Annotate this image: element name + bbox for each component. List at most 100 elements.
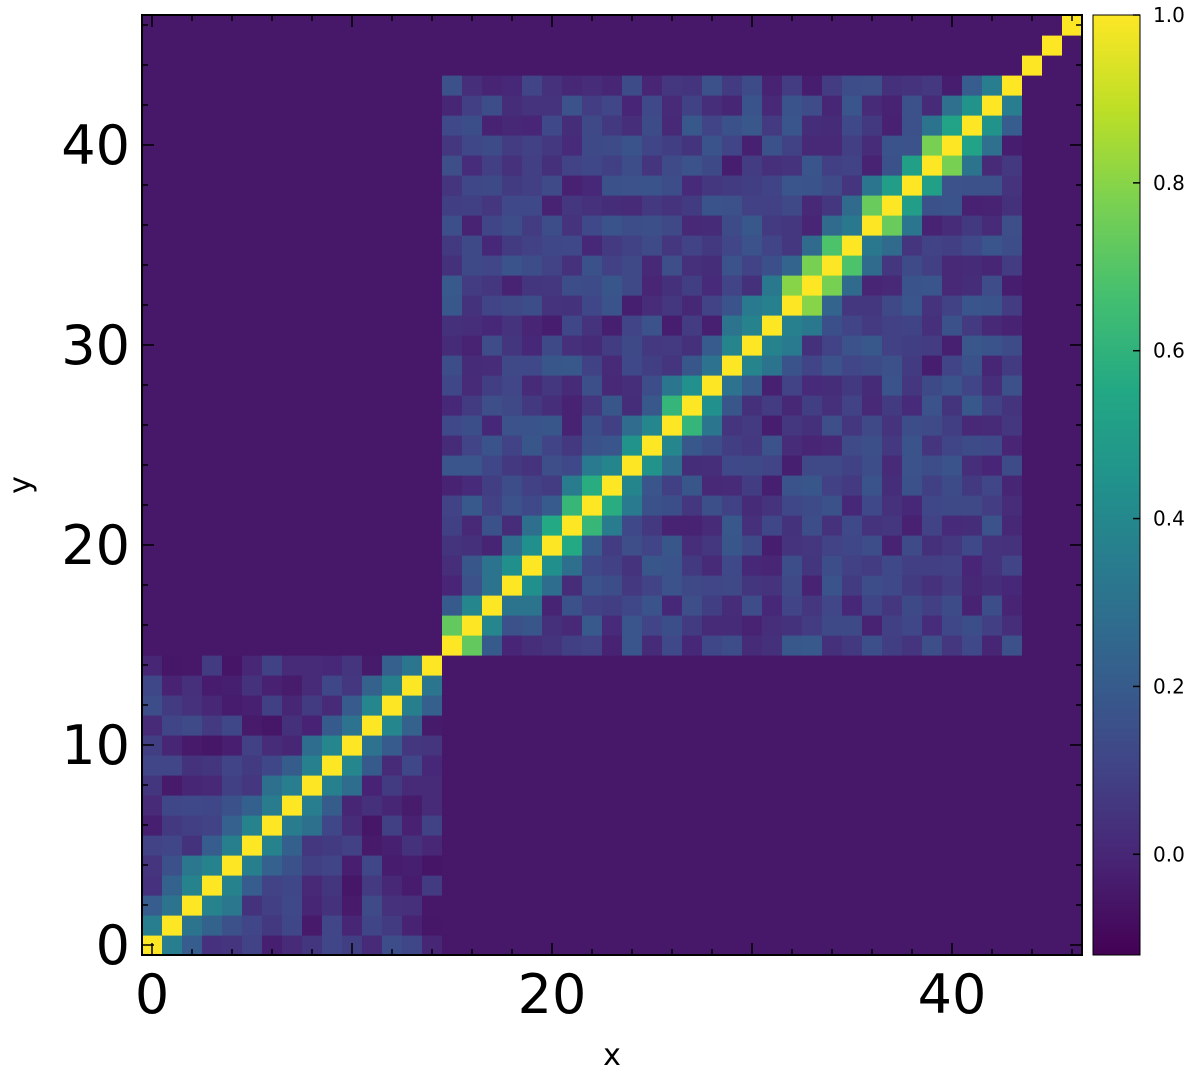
heatmap-cell bbox=[962, 915, 983, 936]
heatmap-cell bbox=[1062, 155, 1083, 176]
heatmap-cell bbox=[862, 635, 883, 656]
heatmap-cell bbox=[1042, 635, 1063, 656]
heatmap-cell bbox=[582, 435, 603, 456]
heatmap-cell bbox=[362, 375, 383, 396]
heatmap-cell bbox=[542, 675, 563, 696]
heatmap-cell bbox=[1002, 95, 1023, 116]
heatmap-cell bbox=[742, 255, 763, 276]
heatmap-cell bbox=[722, 95, 743, 116]
heatmap-cell bbox=[1022, 535, 1043, 556]
heatmap-cell bbox=[962, 595, 983, 616]
heatmap-cell bbox=[842, 555, 863, 576]
heatmap-cell bbox=[542, 95, 563, 116]
heatmap-cell bbox=[242, 515, 263, 536]
heatmap-cell bbox=[162, 415, 183, 436]
heatmap-cell bbox=[682, 755, 703, 776]
heatmap-cell bbox=[362, 835, 383, 856]
heatmap-cell bbox=[662, 115, 683, 136]
heatmap-cell bbox=[1042, 435, 1063, 456]
heatmap-cell bbox=[1042, 615, 1063, 636]
heatmap-cell bbox=[462, 375, 483, 396]
heatmap-cell bbox=[702, 15, 723, 36]
heatmap-cell bbox=[302, 935, 323, 956]
heatmap-cell bbox=[222, 895, 243, 916]
heatmap-cell bbox=[822, 415, 843, 436]
heatmap-cell bbox=[782, 755, 803, 776]
heatmap-cell bbox=[822, 555, 843, 576]
heatmap-cell bbox=[982, 55, 1003, 76]
heatmap-cell bbox=[422, 895, 443, 916]
heatmap-cell bbox=[722, 795, 743, 816]
heatmap-cell bbox=[682, 155, 703, 176]
heatmap-cell bbox=[242, 775, 263, 796]
heatmap-cell bbox=[1042, 15, 1063, 36]
heatmap-cell bbox=[362, 875, 383, 896]
heatmap-cell bbox=[1062, 175, 1083, 196]
heatmap-cell bbox=[422, 855, 443, 876]
heatmap-cell bbox=[782, 575, 803, 596]
heatmap-cell bbox=[962, 275, 983, 296]
heatmap-cell bbox=[222, 435, 243, 456]
heatmap-cell bbox=[402, 935, 423, 956]
heatmap-cell bbox=[982, 675, 1003, 696]
heatmap-cell bbox=[582, 115, 603, 136]
heatmap-cell bbox=[422, 535, 443, 556]
heatmap-cell bbox=[822, 655, 843, 676]
heatmap-cell bbox=[922, 255, 943, 276]
heatmap-cell bbox=[922, 855, 943, 876]
heatmap-cell bbox=[362, 335, 383, 356]
heatmap-cell bbox=[342, 515, 363, 536]
heatmap-cell bbox=[882, 135, 903, 156]
heatmap-cell bbox=[442, 775, 463, 796]
heatmap-cell bbox=[642, 755, 663, 776]
heatmap-cell bbox=[682, 695, 703, 716]
heatmap-cell bbox=[242, 835, 263, 856]
heatmap-cell bbox=[162, 335, 183, 356]
heatmap-cell bbox=[322, 175, 343, 196]
heatmap-cell bbox=[202, 455, 223, 476]
heatmap-cell bbox=[682, 215, 703, 236]
heatmap-cell bbox=[342, 855, 363, 876]
heatmap-cell bbox=[262, 595, 283, 616]
heatmap-cell bbox=[162, 675, 183, 696]
heatmap-cell bbox=[242, 875, 263, 896]
heatmap-cell bbox=[322, 775, 343, 796]
heatmap-cell bbox=[842, 315, 863, 336]
heatmap-cell bbox=[562, 715, 583, 736]
heatmap-cell bbox=[442, 815, 463, 836]
heatmap-cell bbox=[1002, 715, 1023, 736]
heatmap-cell bbox=[702, 755, 723, 776]
heatmap-cell bbox=[702, 395, 723, 416]
heatmap-cell bbox=[502, 915, 523, 936]
heatmap-cell bbox=[322, 895, 343, 916]
heatmap-cell bbox=[462, 615, 483, 636]
heatmap-cell bbox=[582, 275, 603, 296]
heatmap-cell bbox=[602, 175, 623, 196]
heatmap-cell bbox=[702, 375, 723, 396]
heatmap-cell bbox=[1022, 235, 1043, 256]
heatmap-cell bbox=[622, 675, 643, 696]
heatmap-cell bbox=[222, 495, 243, 516]
heatmap-cell bbox=[262, 355, 283, 376]
heatmap-cell bbox=[742, 135, 763, 156]
heatmap-cell bbox=[502, 595, 523, 616]
heatmap-cell bbox=[202, 775, 223, 796]
heatmap-cell bbox=[702, 495, 723, 516]
heatmap-cell bbox=[522, 935, 543, 956]
heatmap-cell bbox=[462, 75, 483, 96]
heatmap-cell bbox=[562, 915, 583, 936]
heatmap-cell bbox=[522, 315, 543, 336]
heatmap-cell bbox=[822, 435, 843, 456]
heatmap-cell bbox=[222, 575, 243, 596]
heatmap-cell bbox=[342, 175, 363, 196]
heatmap-cell bbox=[1022, 895, 1043, 916]
heatmap-cell bbox=[302, 815, 323, 836]
heatmap-cell bbox=[602, 15, 623, 36]
heatmap-cell bbox=[722, 195, 743, 216]
heatmap-cell bbox=[382, 655, 403, 676]
heatmap-cell bbox=[902, 775, 923, 796]
heatmap-cell bbox=[642, 815, 663, 836]
heatmap-cell bbox=[462, 535, 483, 556]
heatmap-cell bbox=[442, 535, 463, 556]
heatmap-cell bbox=[542, 835, 563, 856]
